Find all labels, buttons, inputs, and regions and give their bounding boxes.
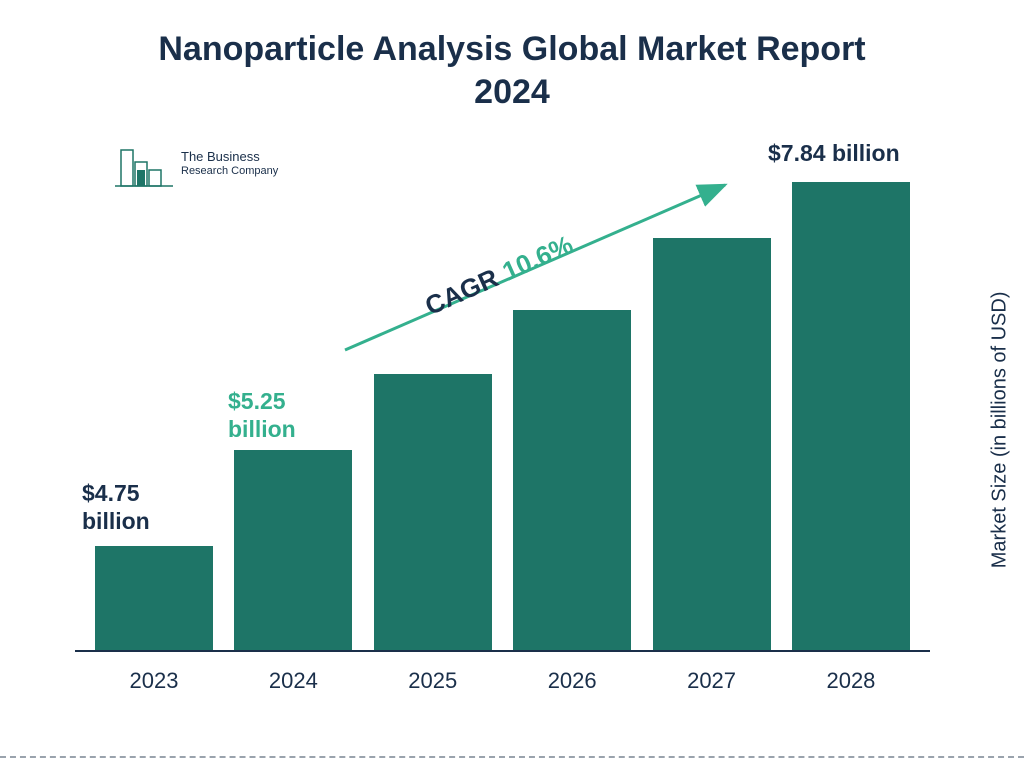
chart-title: Nanoparticle Analysis Global Market Repo… bbox=[0, 0, 1024, 113]
value-label: $5.25billion bbox=[228, 388, 296, 443]
bar bbox=[95, 546, 213, 650]
y-axis-label: Market Size (in billions of USD) bbox=[989, 292, 1012, 569]
bar bbox=[653, 238, 771, 650]
title-line-2: 2024 bbox=[474, 73, 550, 111]
bar-2025 bbox=[374, 374, 492, 650]
bar bbox=[792, 182, 910, 650]
bar-2028 bbox=[792, 182, 910, 650]
bar bbox=[234, 450, 352, 650]
bar-2026 bbox=[513, 310, 631, 650]
x-label: 2023 bbox=[95, 668, 213, 694]
bars-container bbox=[75, 150, 930, 650]
x-label: 2027 bbox=[653, 668, 771, 694]
bottom-divider bbox=[0, 756, 1024, 758]
bar-2024 bbox=[234, 450, 352, 650]
bar bbox=[374, 374, 492, 650]
x-label: 2028 bbox=[792, 668, 910, 694]
bar-2023 bbox=[95, 546, 213, 650]
value-label: $7.84 billion bbox=[768, 140, 900, 168]
bar-2027 bbox=[653, 238, 771, 650]
chart-area: 2023 2024 2025 2026 2027 2028 bbox=[75, 140, 930, 700]
title-line-1: Nanoparticle Analysis Global Market Repo… bbox=[158, 30, 865, 68]
x-axis-line bbox=[75, 650, 930, 652]
bar bbox=[513, 310, 631, 650]
x-label: 2026 bbox=[513, 668, 631, 694]
x-label: 2025 bbox=[374, 668, 492, 694]
x-label: 2024 bbox=[234, 668, 352, 694]
value-label: $4.75billion bbox=[82, 480, 150, 535]
x-labels-container: 2023 2024 2025 2026 2027 2028 bbox=[75, 668, 930, 694]
